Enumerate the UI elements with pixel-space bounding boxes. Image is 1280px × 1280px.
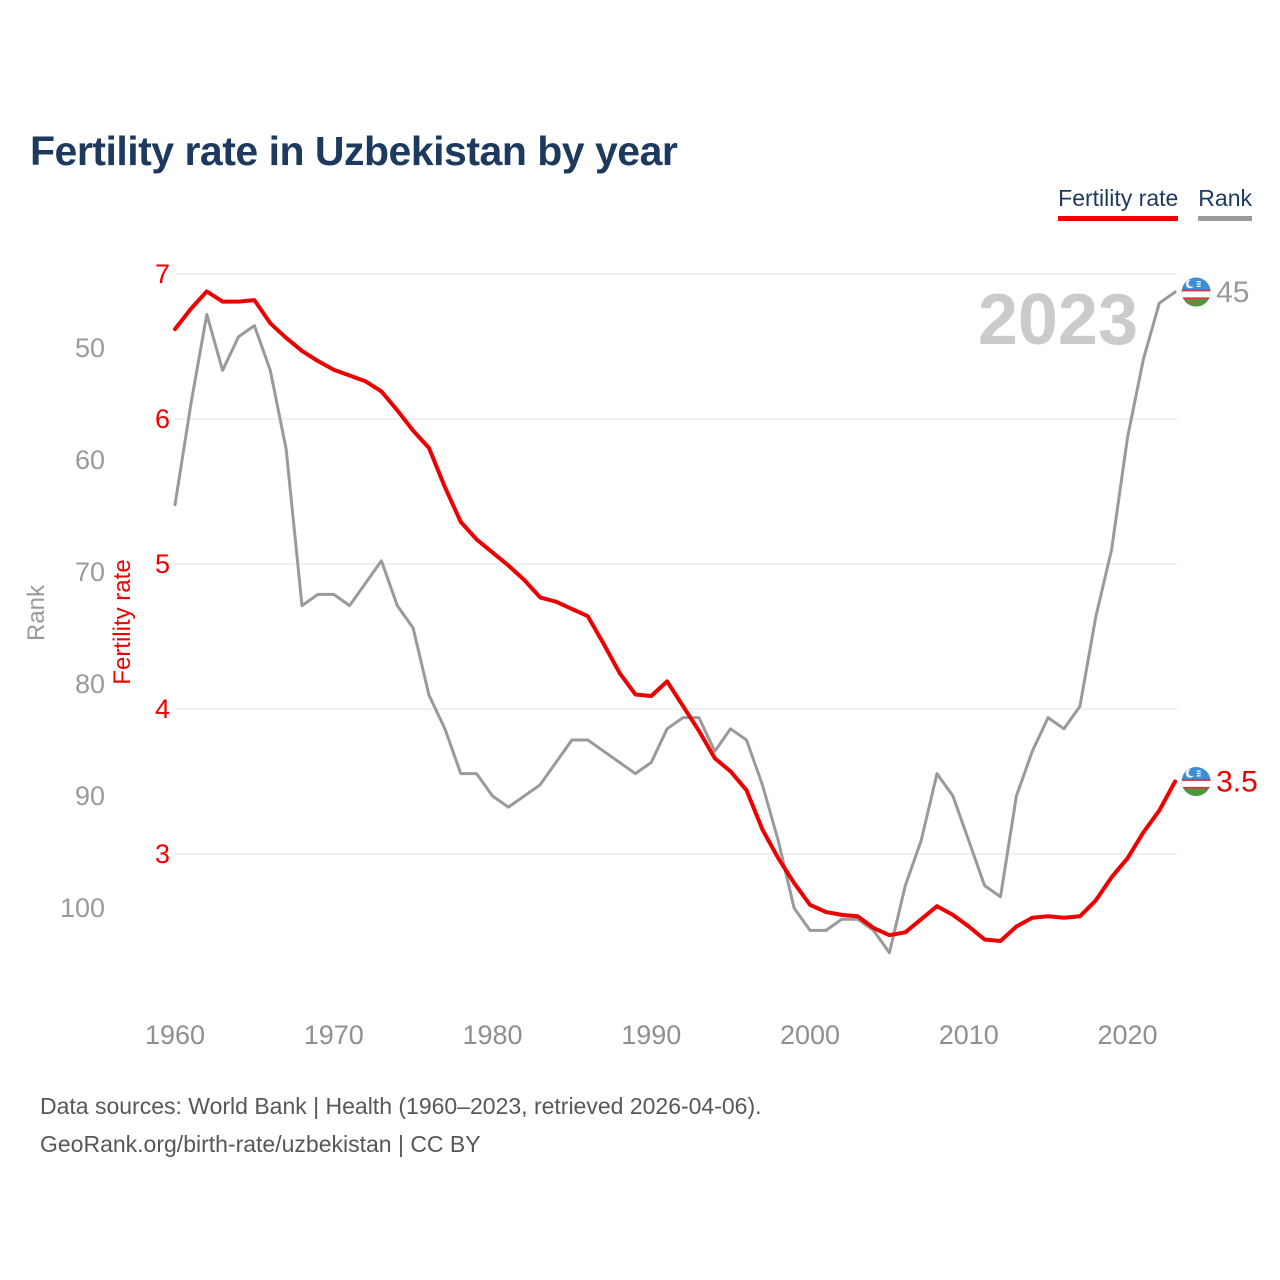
footer-datasource: Data sources: World Bank | Health (1960–…	[40, 1093, 762, 1119]
fertility-end-value-label: 3.5	[1216, 766, 1258, 799]
legend-underline-rank	[1198, 216, 1252, 221]
x-tick-label: 2010	[939, 1020, 999, 1050]
fertility-line	[173, 289, 1178, 943]
fertility-tick-label: 5	[155, 549, 170, 579]
uzbekistan-flag-icon	[1181, 767, 1211, 796]
rank-tick-label: 90	[75, 781, 105, 811]
x-tick-label: 1960	[145, 1020, 205, 1050]
footer: Data sources: World Bank | Health (1960–…	[40, 1087, 762, 1163]
rank-tick-label: 70	[75, 557, 105, 587]
footer-attribution: GeoRank.org/birth-rate/uzbekistan | CC B…	[40, 1131, 481, 1157]
rank-line	[173, 290, 1177, 955]
uzbekistan-flag-icon	[1181, 277, 1211, 307]
x-tick-label: 1980	[462, 1020, 522, 1050]
rank-tick-label: 100	[60, 893, 105, 923]
fertility-tick-label: 3	[155, 839, 170, 869]
rank-tick-label: 50	[75, 333, 105, 363]
legend-label-fertility-rate: Fertility rate	[1058, 185, 1179, 211]
legend-label-rank: Rank	[1198, 185, 1252, 211]
fertility-tick-label: 6	[155, 404, 170, 434]
rank-tick-label: 80	[75, 669, 105, 699]
page-title: Fertility rate in Uzbekistan by year	[30, 128, 678, 175]
x-tick-label: 1990	[621, 1020, 681, 1050]
rank-end-value-label: 45	[1216, 276, 1249, 309]
x-tick-label: 1970	[304, 1020, 364, 1050]
x-tick-label: 2000	[780, 1020, 840, 1050]
fertility-axis-title: Fertility rate	[109, 559, 136, 684]
legend-item-rank[interactable]: Rank	[1198, 185, 1252, 221]
legend-underline-fertility-rate	[1058, 216, 1179, 221]
legend: Fertility rate Rank	[1058, 185, 1252, 221]
rank-tick-label: 60	[75, 445, 105, 475]
legend-item-fertility-rate[interactable]: Fertility rate	[1058, 185, 1179, 221]
watermark-year: 2023	[978, 280, 1138, 360]
x-tick-label: 2020	[1097, 1020, 1157, 1050]
fertility-tick-label: 4	[155, 694, 170, 724]
rank-axis-title: Rank	[23, 584, 50, 641]
fertility-tick-label: 7	[155, 259, 170, 289]
